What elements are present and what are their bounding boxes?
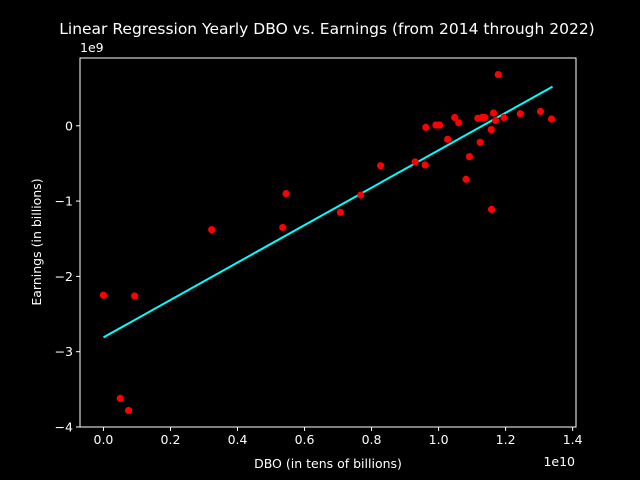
y-axis: −4 −3 −2 −1 0 [55,118,80,435]
data-point [487,205,496,213]
x-axis: 0.0 0.2 0.4 0.6 0.8 1.0 1.2 1.4 [94,427,583,447]
data-point [208,226,216,234]
data-point [131,292,139,300]
y-tick-label: 0 [65,118,73,133]
data-point [444,135,452,143]
data-point [451,113,459,122]
data-point [336,208,344,216]
data-point [411,158,419,166]
data-point [357,191,365,199]
data-point [481,113,489,122]
data-point [462,175,470,183]
data-point [422,123,430,131]
x-tick-label: 1.0 [429,432,449,447]
data-point [124,406,133,415]
data-point [377,162,385,170]
data-point [455,119,463,127]
x-axis-offset-label: 1e10 [543,454,575,469]
data-point [500,113,508,122]
regression-line-group [102,85,554,339]
x-tick-label: 0.2 [161,432,181,447]
data-point [99,291,108,299]
y-axis-offset-label: 1e9 [80,40,104,55]
y-tick-label: −3 [55,344,73,359]
y-tick-label: −1 [55,194,73,209]
data-points-group [99,70,556,415]
data-point [476,138,484,146]
y-axis-label: Earnings (in billions) [29,178,44,305]
data-point [116,394,124,402]
plot-area-frame [79,57,577,428]
x-tick-label: 1.4 [563,432,583,447]
data-point [436,121,444,129]
y-tick-label: −2 [55,269,73,284]
data-point [487,125,495,134]
x-tick-label: 0.8 [362,432,382,447]
x-tick-label: 0.4 [228,432,248,447]
x-tick-label: 0.6 [295,432,315,447]
data-point [516,110,524,118]
data-point [547,115,556,123]
data-point [421,161,429,169]
data-point [494,70,502,79]
x-axis-label: DBO (in tens of billions) [254,456,402,471]
data-point [489,109,498,117]
regression-line [102,85,554,339]
x-tick-label: 1.2 [496,432,516,447]
data-point [491,116,500,125]
y-tick-label: −4 [55,420,73,435]
chart-title: Linear Regression Yearly DBO vs. Earning… [59,20,594,38]
data-point [282,189,290,198]
x-tick-label: 0.0 [94,432,114,447]
data-point [536,107,545,116]
data-point [279,223,287,232]
data-point [465,153,474,161]
